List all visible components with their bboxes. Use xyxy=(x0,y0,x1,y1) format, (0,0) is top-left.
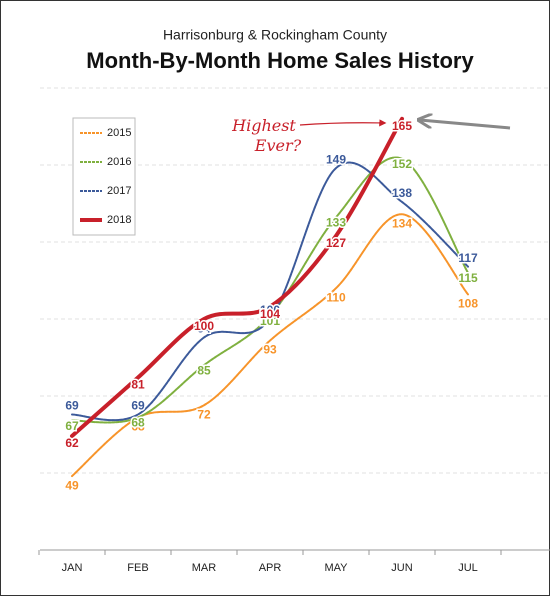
data-label: 115 xyxy=(458,271,478,285)
pointer-arrow xyxy=(420,120,511,130)
data-label: 110 xyxy=(326,290,346,304)
annotation: Highest Ever? xyxy=(231,116,301,155)
data-label: 117 xyxy=(458,251,478,265)
legend-label: 2018 xyxy=(107,214,131,226)
data-label: 67 xyxy=(65,419,79,433)
legend-label: 2017 xyxy=(107,185,131,197)
data-label: 104 xyxy=(260,307,280,321)
data-label: 127 xyxy=(326,236,346,250)
data-label: 108 xyxy=(458,297,478,311)
annotation-line: Highest xyxy=(231,116,296,135)
data-label: 93 xyxy=(263,343,277,357)
data-label: 133 xyxy=(326,216,346,230)
data-label: 134 xyxy=(392,216,412,230)
data-label: 152 xyxy=(392,157,412,171)
data-label: 72 xyxy=(197,407,211,421)
data-label: 100 xyxy=(194,319,214,333)
legend-label: 2016 xyxy=(107,156,131,168)
x-tick-label: APR xyxy=(259,562,282,574)
data-label: 94 xyxy=(197,322,211,336)
legend-box xyxy=(72,117,136,236)
data-label: 165 xyxy=(392,119,412,133)
data-label: 69 xyxy=(65,399,79,413)
annotation-line: Ever? xyxy=(254,136,302,155)
series-line xyxy=(71,161,469,422)
data-label: 81 xyxy=(131,378,145,392)
data-label: 62 xyxy=(65,436,79,450)
data-label: 101 xyxy=(260,314,280,328)
data-label: 68 xyxy=(131,416,145,430)
data-label: 85 xyxy=(197,363,211,377)
x-tick-label: JUL xyxy=(458,562,478,574)
data-label: 49 xyxy=(65,478,79,492)
data-label: 100 xyxy=(260,303,280,317)
data-label: 69 xyxy=(131,399,145,413)
chart-subtitle: Harrisonburg & Rockingham County xyxy=(163,27,387,43)
series-line xyxy=(70,116,404,439)
legend-label: 2015 xyxy=(107,127,131,139)
x-tick-label: JAN xyxy=(62,562,83,574)
x-tick-label: JUN xyxy=(391,562,412,574)
x-tick-label: MAR xyxy=(192,562,217,574)
x-tick-label: FEB xyxy=(127,562,148,574)
annotation-arrow xyxy=(299,119,387,127)
data-label: 138 xyxy=(392,186,412,200)
x-tick-label: MAY xyxy=(324,562,348,574)
data-label: 149 xyxy=(326,152,346,166)
data-label: 68 xyxy=(131,420,145,434)
chart-title: Month-By-Month Home Sales History xyxy=(86,48,474,73)
